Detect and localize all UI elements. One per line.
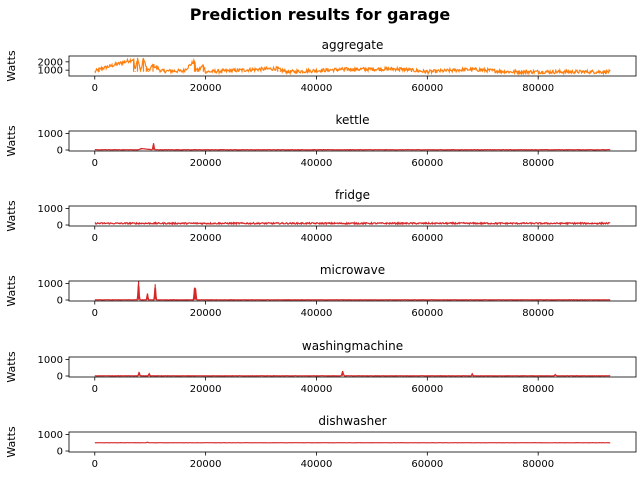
x-tick-label: 40000 — [301, 308, 333, 319]
y-tick-label: 1000 — [38, 66, 63, 77]
subplot-dishwasher: dishwasher Watts 0 20000 40000 60000 80000 0 100… — [5, 414, 637, 470]
axes-frame — [68, 280, 637, 302]
subplot-aggregate: aggregate Watts 0 20000 40000 60000 80000 10002… — [5, 38, 637, 94]
x-tick-label: 60000 — [411, 459, 443, 470]
series-line — [94, 441, 611, 444]
x-tick-label: 60000 — [411, 384, 443, 395]
y-tick-label: 1000 — [38, 430, 63, 441]
y-tick-label: 1000 — [38, 355, 63, 366]
y-tick-label: 0 — [57, 372, 63, 383]
x-tick-label: 80000 — [522, 308, 554, 319]
x-tick-label: 60000 — [411, 158, 443, 169]
x-tick-label: 60000 — [411, 83, 443, 94]
series-line — [94, 57, 611, 76]
x-tick-label: 40000 — [301, 158, 333, 169]
axes-frame — [68, 130, 637, 152]
x-tick-label: 0 — [92, 83, 98, 94]
x-tick-label: 40000 — [301, 459, 333, 470]
y-axis-label: Watts — [5, 50, 18, 82]
y-tick-label: 0 — [57, 221, 63, 232]
x-tick-label: 0 — [92, 384, 98, 395]
x-tick-label: 80000 — [522, 158, 554, 169]
subplot-title: kettle — [335, 113, 369, 127]
series-line — [94, 143, 611, 151]
x-tick-label: 0 — [92, 308, 98, 319]
x-tick-label: 80000 — [522, 83, 554, 94]
x-tick-label: 20000 — [190, 308, 222, 319]
x-tick-label: 40000 — [301, 83, 333, 94]
y-axis-label: Watts — [5, 351, 18, 383]
x-tick-label: 60000 — [411, 233, 443, 244]
axes-frame — [68, 431, 637, 453]
axes-frame — [68, 356, 637, 378]
x-tick-label: 0 — [92, 158, 98, 169]
series-line — [94, 370, 611, 377]
y-tick-label: 1000 — [38, 129, 63, 140]
y-axis-label: Watts — [5, 275, 18, 307]
y-tick-label: 1000 — [38, 204, 63, 215]
subplot-kettle: kettle Watts 0 20000 40000 60000 80000 0 1000 — [5, 113, 637, 169]
x-tick-label: 20000 — [190, 83, 222, 94]
subplot-title: aggregate — [322, 38, 384, 52]
x-tick-label: 40000 — [301, 384, 333, 395]
figure-title: Prediction results for garage — [190, 5, 451, 24]
subplot-title: dishwasher — [318, 414, 386, 428]
subplot-title: fridge — [335, 188, 370, 202]
subplot-washingmachine: washingmachine Watts 0 20000 40000 60000 80000… — [5, 339, 637, 395]
x-tick-label: 20000 — [190, 384, 222, 395]
subplot-title: washingmachine — [302, 339, 403, 353]
axes-frame — [68, 205, 637, 227]
x-tick-label: 80000 — [522, 459, 554, 470]
y-tick-label: 2000 — [38, 57, 63, 68]
x-tick-label: 0 — [92, 459, 98, 470]
x-tick-label: 60000 — [411, 308, 443, 319]
y-axis-label: Watts — [5, 426, 18, 458]
y-axis-label: Watts — [5, 200, 18, 232]
x-tick-label: 20000 — [190, 233, 222, 244]
x-tick-label: 40000 — [301, 233, 333, 244]
subplot-title: microwave — [320, 263, 385, 277]
subplot-microwave: microwave Watts 0 20000 40000 60000 80000 0 1000 — [5, 263, 637, 319]
y-tick-label: 1000 — [38, 279, 63, 290]
x-tick-label: 20000 — [190, 459, 222, 470]
y-tick-label: 0 — [57, 146, 63, 157]
x-tick-label: 80000 — [522, 384, 554, 395]
y-axis-label: Watts — [5, 125, 18, 157]
x-tick-label: 80000 — [522, 233, 554, 244]
series-line — [94, 281, 611, 301]
y-tick-label: 0 — [57, 447, 63, 458]
x-tick-label: 0 — [92, 233, 98, 244]
x-tick-label: 20000 — [190, 158, 222, 169]
axes-frame — [68, 55, 637, 77]
y-tick-label: 0 — [57, 296, 63, 307]
